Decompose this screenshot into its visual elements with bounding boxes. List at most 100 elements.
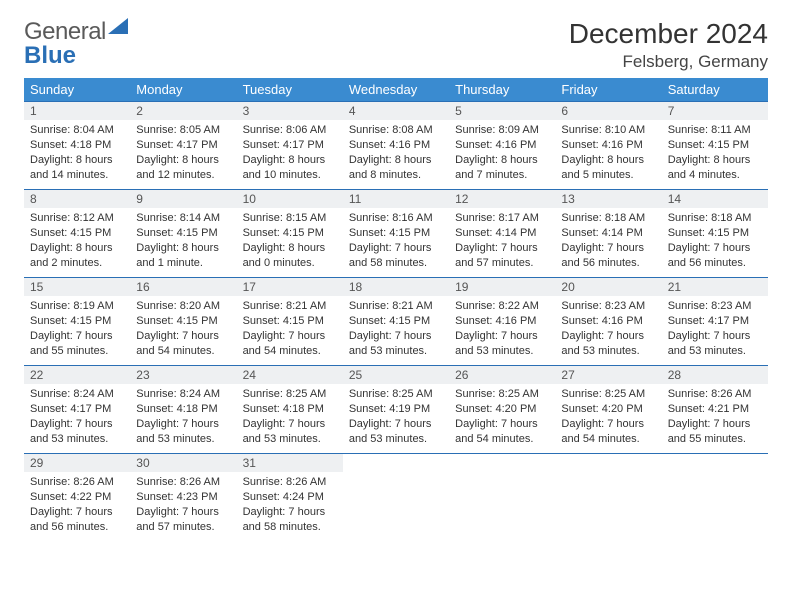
title-block: December 2024 Felsberg, Germany (569, 18, 768, 72)
sunrise-text: Sunrise: 8:10 AM (561, 123, 655, 138)
weekday-header: Monday (130, 78, 236, 102)
calendar-day-cell (343, 454, 449, 542)
daylight-text-1: Daylight: 7 hours (349, 241, 443, 256)
daylight-text-2: and 53 minutes. (349, 432, 443, 447)
day-number: 13 (555, 190, 661, 208)
daylight-text-1: Daylight: 7 hours (30, 329, 124, 344)
calendar-day-cell (449, 454, 555, 542)
day-content: Sunrise: 8:26 AMSunset: 4:22 PMDaylight:… (24, 472, 130, 538)
day-content: Sunrise: 8:15 AMSunset: 4:15 PMDaylight:… (237, 208, 343, 274)
calendar-day-cell (662, 454, 768, 542)
sunrise-text: Sunrise: 8:21 AM (243, 299, 337, 314)
daylight-text-2: and 12 minutes. (136, 168, 230, 183)
daylight-text-2: and 0 minutes. (243, 256, 337, 271)
calendar-day-cell: 3Sunrise: 8:06 AMSunset: 4:17 PMDaylight… (237, 102, 343, 190)
sunrise-text: Sunrise: 8:21 AM (349, 299, 443, 314)
day-content: Sunrise: 8:16 AMSunset: 4:15 PMDaylight:… (343, 208, 449, 274)
day-number: 7 (662, 102, 768, 120)
day-content: Sunrise: 8:25 AMSunset: 4:18 PMDaylight:… (237, 384, 343, 450)
calendar-day-cell: 5Sunrise: 8:09 AMSunset: 4:16 PMDaylight… (449, 102, 555, 190)
daylight-text-2: and 54 minutes. (561, 432, 655, 447)
daylight-text-1: Daylight: 8 hours (243, 153, 337, 168)
month-title: December 2024 (569, 18, 768, 50)
daylight-text-1: Daylight: 7 hours (455, 417, 549, 432)
calendar-day-cell: 27Sunrise: 8:25 AMSunset: 4:20 PMDayligh… (555, 366, 661, 454)
sunrise-text: Sunrise: 8:18 AM (561, 211, 655, 226)
day-number: 24 (237, 366, 343, 384)
weekday-header: Wednesday (343, 78, 449, 102)
sunset-text: Sunset: 4:14 PM (561, 226, 655, 241)
day-content: Sunrise: 8:26 AMSunset: 4:24 PMDaylight:… (237, 472, 343, 538)
sunset-text: Sunset: 4:16 PM (561, 138, 655, 153)
calendar-day-cell: 28Sunrise: 8:26 AMSunset: 4:21 PMDayligh… (662, 366, 768, 454)
day-number: 23 (130, 366, 236, 384)
sunset-text: Sunset: 4:14 PM (455, 226, 549, 241)
calendar-day-cell: 14Sunrise: 8:18 AMSunset: 4:15 PMDayligh… (662, 190, 768, 278)
daylight-text-1: Daylight: 7 hours (243, 329, 337, 344)
calendar-day-cell: 16Sunrise: 8:20 AMSunset: 4:15 PMDayligh… (130, 278, 236, 366)
day-number: 29 (24, 454, 130, 472)
day-content: Sunrise: 8:18 AMSunset: 4:15 PMDaylight:… (662, 208, 768, 274)
day-content: Sunrise: 8:08 AMSunset: 4:16 PMDaylight:… (343, 120, 449, 186)
daylight-text-1: Daylight: 7 hours (136, 505, 230, 520)
day-number: 17 (237, 278, 343, 296)
daylight-text-2: and 56 minutes. (668, 256, 762, 271)
daylight-text-1: Daylight: 7 hours (136, 417, 230, 432)
day-content: Sunrise: 8:19 AMSunset: 4:15 PMDaylight:… (24, 296, 130, 362)
calendar-day-cell: 30Sunrise: 8:26 AMSunset: 4:23 PMDayligh… (130, 454, 236, 542)
day-content: Sunrise: 8:14 AMSunset: 4:15 PMDaylight:… (130, 208, 236, 274)
daylight-text-1: Daylight: 7 hours (349, 329, 443, 344)
day-number: 16 (130, 278, 236, 296)
daylight-text-2: and 8 minutes. (349, 168, 443, 183)
sunrise-text: Sunrise: 8:04 AM (30, 123, 124, 138)
day-content: Sunrise: 8:17 AMSunset: 4:14 PMDaylight:… (449, 208, 555, 274)
calendar-week-row: 22Sunrise: 8:24 AMSunset: 4:17 PMDayligh… (24, 366, 768, 454)
daylight-text-1: Daylight: 7 hours (561, 417, 655, 432)
day-number: 6 (555, 102, 661, 120)
daylight-text-1: Daylight: 7 hours (455, 241, 549, 256)
day-number: 12 (449, 190, 555, 208)
daylight-text-1: Daylight: 7 hours (30, 505, 124, 520)
daylight-text-1: Daylight: 7 hours (668, 241, 762, 256)
sunrise-text: Sunrise: 8:15 AM (243, 211, 337, 226)
day-content: Sunrise: 8:25 AMSunset: 4:20 PMDaylight:… (555, 384, 661, 450)
logo-text-b: Blue (24, 42, 76, 70)
day-number: 31 (237, 454, 343, 472)
sunrise-text: Sunrise: 8:24 AM (136, 387, 230, 402)
calendar-day-cell: 23Sunrise: 8:24 AMSunset: 4:18 PMDayligh… (130, 366, 236, 454)
day-number: 10 (237, 190, 343, 208)
calendar-week-row: 1Sunrise: 8:04 AMSunset: 4:18 PMDaylight… (24, 102, 768, 190)
sunset-text: Sunset: 4:18 PM (243, 402, 337, 417)
sunrise-text: Sunrise: 8:24 AM (30, 387, 124, 402)
day-content: Sunrise: 8:21 AMSunset: 4:15 PMDaylight:… (343, 296, 449, 362)
daylight-text-1: Daylight: 7 hours (561, 329, 655, 344)
weekday-header: Saturday (662, 78, 768, 102)
weekday-header: Thursday (449, 78, 555, 102)
daylight-text-2: and 1 minute. (136, 256, 230, 271)
daylight-text-2: and 55 minutes. (668, 432, 762, 447)
sunset-text: Sunset: 4:15 PM (136, 314, 230, 329)
sunset-text: Sunset: 4:16 PM (349, 138, 443, 153)
sunrise-text: Sunrise: 8:19 AM (30, 299, 124, 314)
calendar-day-cell: 18Sunrise: 8:21 AMSunset: 4:15 PMDayligh… (343, 278, 449, 366)
daylight-text-2: and 10 minutes. (243, 168, 337, 183)
day-number: 2 (130, 102, 236, 120)
header: General December 2024 Felsberg, Germany (24, 18, 768, 72)
weekday-header: Friday (555, 78, 661, 102)
calendar-day-cell: 9Sunrise: 8:14 AMSunset: 4:15 PMDaylight… (130, 190, 236, 278)
daylight-text-1: Daylight: 8 hours (30, 153, 124, 168)
day-number: 5 (449, 102, 555, 120)
day-number: 3 (237, 102, 343, 120)
calendar-day-cell: 6Sunrise: 8:10 AMSunset: 4:16 PMDaylight… (555, 102, 661, 190)
sunrise-text: Sunrise: 8:26 AM (30, 475, 124, 490)
day-content: Sunrise: 8:05 AMSunset: 4:17 PMDaylight:… (130, 120, 236, 186)
daylight-text-2: and 14 minutes. (30, 168, 124, 183)
sunset-text: Sunset: 4:16 PM (455, 138, 549, 153)
logo-triangle-icon (108, 18, 128, 34)
sunset-text: Sunset: 4:17 PM (243, 138, 337, 153)
sunrise-text: Sunrise: 8:26 AM (136, 475, 230, 490)
sunrise-text: Sunrise: 8:05 AM (136, 123, 230, 138)
day-number: 28 (662, 366, 768, 384)
calendar-day-cell: 15Sunrise: 8:19 AMSunset: 4:15 PMDayligh… (24, 278, 130, 366)
daylight-text-2: and 57 minutes. (136, 520, 230, 535)
